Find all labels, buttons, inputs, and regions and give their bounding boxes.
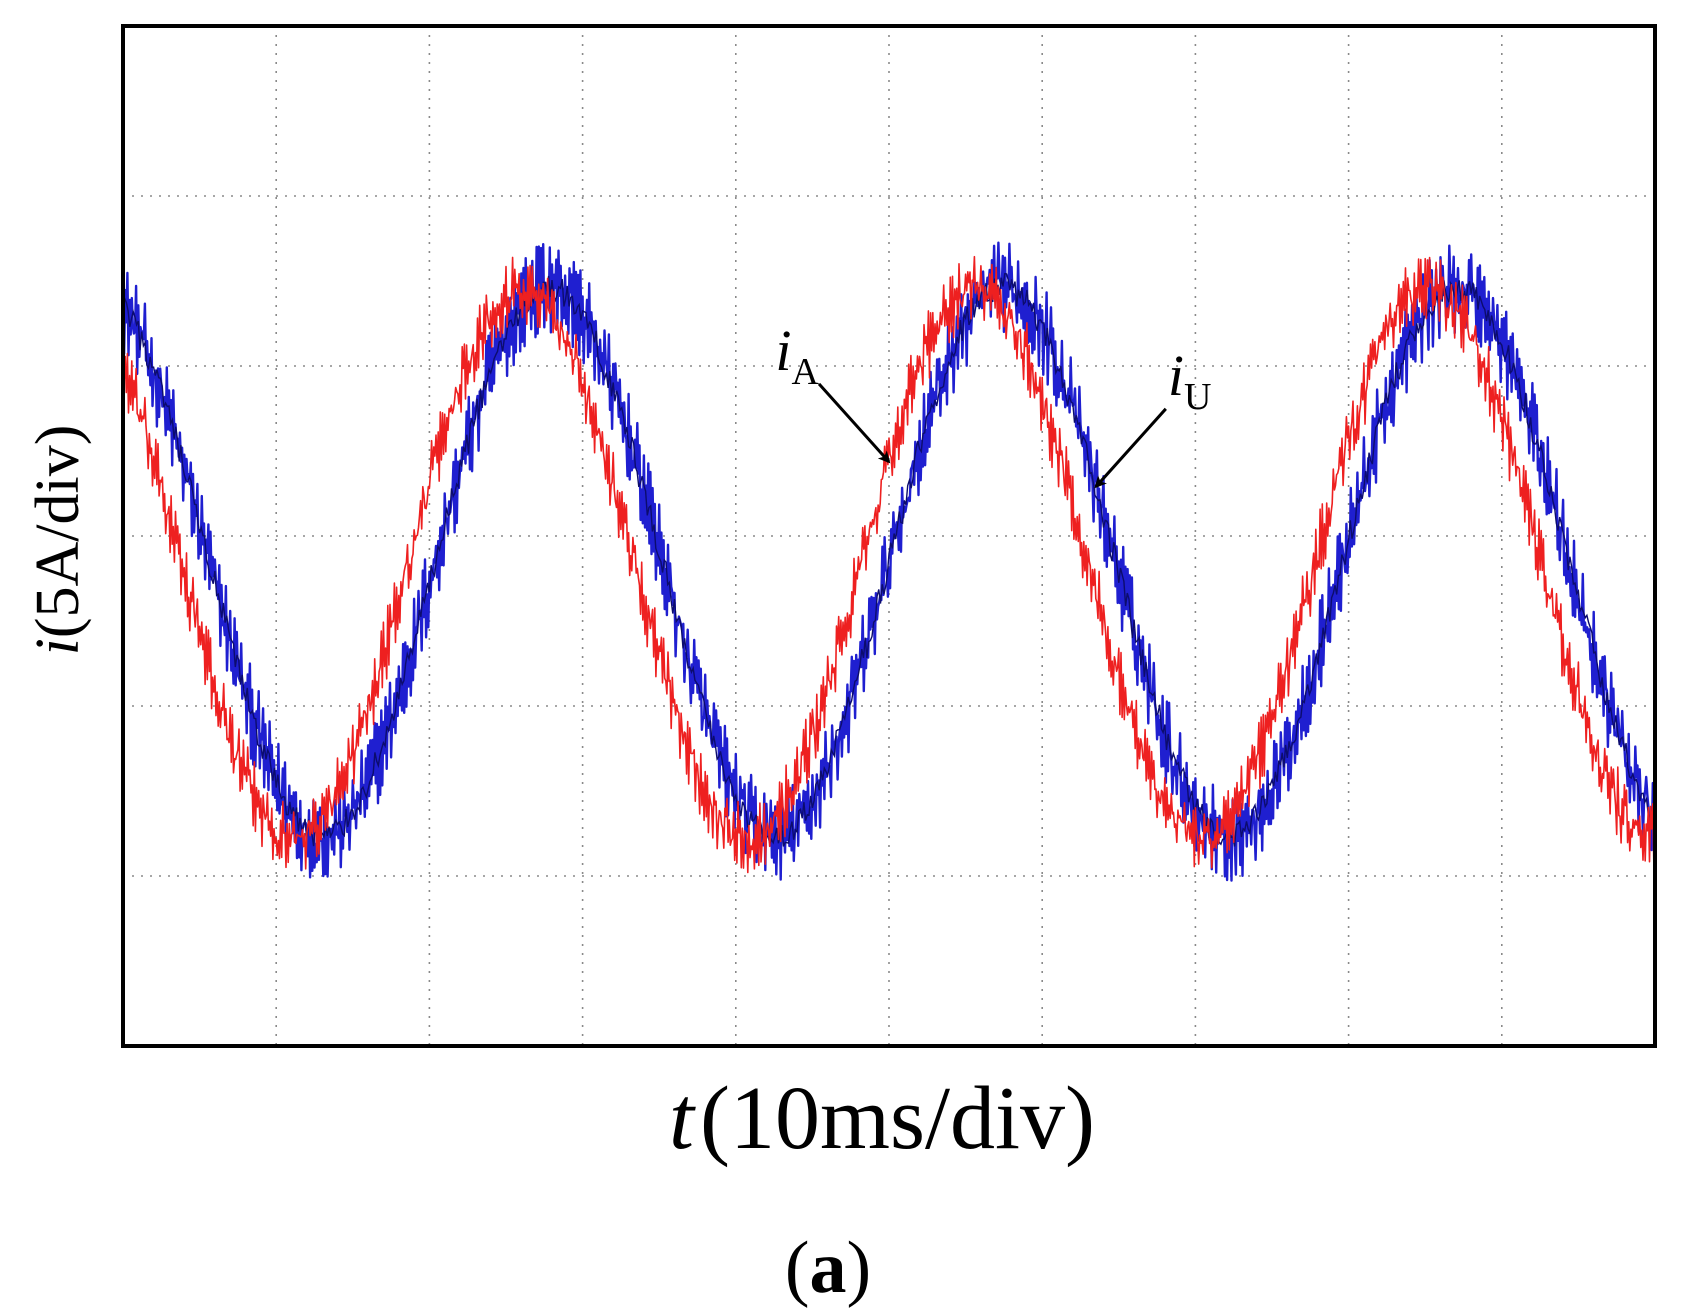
panel-label-close: ) [847, 1227, 872, 1309]
panel-label-letter: a [810, 1227, 847, 1309]
plot-frame [121, 24, 1657, 1048]
series-line-iA [123, 255, 1655, 874]
annotation-arrow-iU [1094, 407, 1167, 489]
series-layer [123, 241, 1655, 882]
panel-label: (a) [785, 1227, 871, 1309]
x-axis-symbol: t [669, 1069, 696, 1168]
x-axis-label: t(10ms/div) [669, 1069, 1095, 1168]
annotation-arrow-iA [817, 382, 891, 464]
x-axis-unit: (10ms/div) [700, 1069, 1095, 1168]
y-axis-label: i(5A/div) [24, 425, 92, 656]
y-axis-symbol: i [24, 638, 92, 655]
annotation-label-iA: iA [775, 318, 819, 393]
grid-lines [123, 26, 1655, 1046]
series-core-iU [123, 272, 1655, 847]
panel-label-open: ( [785, 1227, 810, 1309]
annotation-label-iU: iU [1168, 343, 1212, 418]
series-line-iU [123, 241, 1655, 882]
annotations: iA iU [775, 318, 1212, 489]
y-axis-unit: (5A/div) [24, 425, 92, 639]
